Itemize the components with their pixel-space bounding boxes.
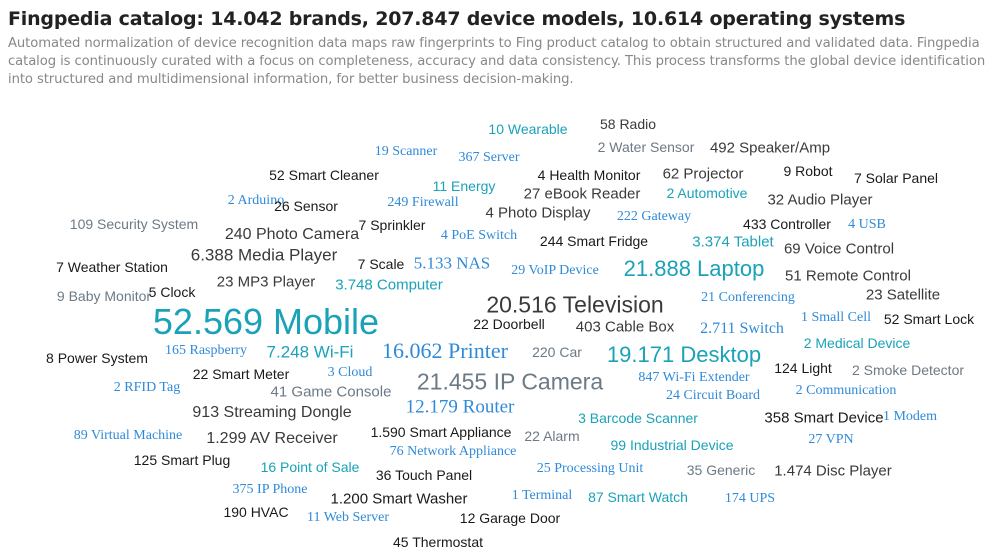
page-subtitle: Automated normalization of device recogn… <box>8 36 986 87</box>
word-2-arduino: 2 Arduino <box>227 193 285 208</box>
word-69-voice-control: 69 Voice Control <box>783 240 895 258</box>
word-4-photo-display: 4 Photo Display <box>485 204 591 222</box>
word-24-circuit-board: 24 Circuit Board <box>665 388 761 403</box>
word-3-barcode-scanner: 3 Barcode Scanner <box>578 410 698 426</box>
word-358-smart-device: 358 Smart Device <box>764 409 884 427</box>
word-403-cable-box: 403 Cable Box <box>575 318 675 336</box>
word-26-sensor: 26 Sensor <box>274 198 338 214</box>
word-492-speaker-amp: 492 Speaker/Amp <box>709 139 831 157</box>
word-89-virtual-machine: 89 Virtual Machine <box>73 428 183 443</box>
word-12-garage-door: 12 Garage Door <box>459 510 561 526</box>
word-433-controller: 433 Controller <box>743 216 831 232</box>
word-7-scale: 7 Scale <box>357 256 405 272</box>
word-10-wearable: 10 Wearable <box>488 121 568 137</box>
word-3-374-tablet: 3.374 Tablet <box>692 233 774 251</box>
word-27-vpn: 27 VPN <box>808 432 854 447</box>
word-174-ups: 174 UPS <box>724 491 776 506</box>
word-27-ebook-reader: 27 eBook Reader <box>523 185 641 203</box>
word-32-audio-player: 32 Audio Player <box>767 191 873 209</box>
word-22-alarm: 22 Alarm <box>524 428 580 444</box>
word-52-smart-lock: 52 Smart Lock <box>883 311 975 327</box>
word-7-248-wi-fi: 7.248 Wi-Fi <box>266 342 354 362</box>
word-3-748-computer: 3.748 Computer <box>335 276 443 294</box>
word-125-smart-plug: 125 Smart Plug <box>133 452 231 468</box>
word-124-light: 124 Light <box>774 360 832 376</box>
word-1-terminal: 1 Terminal <box>511 488 573 503</box>
word-8-power-system: 8 Power System <box>46 350 148 366</box>
word-76-network-appliance: 76 Network Appliance <box>389 444 517 459</box>
word-244-smart-fridge: 244 Smart Fridge <box>539 233 649 249</box>
word-21-888-laptop: 21.888 Laptop <box>623 256 765 281</box>
word-222-gateway: 222 Gateway <box>616 209 692 224</box>
word-9-baby-monitor: 9 Baby Monitor <box>56 288 152 304</box>
page-title: Fingpedia catalog: 14.042 brands, 207.84… <box>8 8 906 30</box>
word-22-doorbell: 22 Doorbell <box>473 316 545 332</box>
word-25-processing-unit: 25 Processing Unit <box>536 461 644 476</box>
word-913-streaming-dongle: 913 Streaming Dongle <box>192 404 352 421</box>
word-87-smart-watch: 87 Smart Watch <box>588 489 688 505</box>
word-1-modem: 1 Modem <box>882 409 938 424</box>
word-20-516-television: 20.516 Television <box>486 291 664 318</box>
word-4-poe-switch: 4 PoE Switch <box>440 228 518 243</box>
word-5-clock: 5 Clock <box>148 284 196 300</box>
word-7-solar-panel: 7 Solar Panel <box>853 170 939 186</box>
word-165-raspberry: 165 Raspberry <box>164 343 248 358</box>
word-12-179-router: 12.179 Router <box>405 396 515 418</box>
word-21-455-ip-camera: 21.455 IP Camera <box>416 368 604 395</box>
word-375-ip-phone: 375 IP Phone <box>232 482 308 497</box>
word-99-industrial-device: 99 Industrial Device <box>610 437 734 453</box>
word-1-590-smart-appliance: 1.590 Smart Appliance <box>370 424 512 440</box>
word-21-conferencing: 21 Conferencing <box>701 290 795 305</box>
word-1-299-av-receiver: 1.299 AV Receiver <box>206 430 338 447</box>
page-header: Fingpedia catalog: 14.042 brands, 207.84… <box>8 6 993 89</box>
word-35-generic: 35 Generic <box>686 462 756 478</box>
word-367-server: 367 Server <box>458 150 520 165</box>
word-249-firewall: 249 Firewall <box>387 195 459 210</box>
word-4-usb: 4 USB <box>848 217 886 232</box>
word-1-200-smart-washer: 1.200 Smart Washer <box>330 490 468 508</box>
word-36-touch-panel: 36 Touch Panel <box>375 467 473 483</box>
word-11-energy: 11 Energy <box>432 178 496 194</box>
word-4-health-monitor: 4 Health Monitor <box>537 167 641 183</box>
word-23-satellite: 23 Satellite <box>865 286 941 304</box>
word-2-automotive: 2 Automotive <box>666 185 748 201</box>
word-16-point-of-sale: 16 Point of Sale <box>260 459 360 475</box>
word-29-voip-device: 29 VoIP Device <box>511 263 599 278</box>
word-19-171-desktop: 19.171 Desktop <box>606 342 762 367</box>
word-52-smart-cleaner: 52 Smart Cleaner <box>269 167 379 183</box>
word-11-web-server: 11 Web Server <box>306 510 390 525</box>
word-5-133-nas: 5.133 NAS <box>413 253 491 273</box>
word-1-474-disc-player: 1.474 Disc Player <box>774 462 892 480</box>
word-190-hvac: 190 HVAC <box>223 504 289 520</box>
word-2-711-switch: 2.711 Switch <box>700 320 784 337</box>
word-52-569-mobile: 52.569 Mobile <box>152 301 380 342</box>
word-7-sprinkler: 7 Sprinkler <box>358 217 426 233</box>
word-58-radio: 58 Radio <box>599 116 657 132</box>
word-220-car: 220 Car <box>532 344 582 360</box>
word-6-388-media-player: 6.388 Media Player <box>190 245 338 265</box>
word-41-game-console: 41 Game Console <box>270 383 392 401</box>
word-22-smart-meter: 22 Smart Meter <box>192 366 290 382</box>
word-2-smoke-detector: 2 Smoke Detector <box>851 362 965 378</box>
word-847-wi-fi-extender: 847 Wi-Fi Extender <box>638 370 750 385</box>
word-109-security-system: 109 Security System <box>69 216 199 232</box>
word-16-062-printer: 16.062 Printer <box>382 338 508 363</box>
word-62-projector: 62 Projector <box>662 165 744 183</box>
word-19-scanner: 19 Scanner <box>374 144 438 159</box>
word-2-medical-device: 2 Medical Device <box>803 335 911 351</box>
word-3-cloud: 3 Cloud <box>327 365 373 380</box>
word-23-mp3-player: 23 MP3 Player <box>216 273 316 291</box>
word-1-small-cell: 1 Small Cell <box>801 310 871 325</box>
word-9-robot: 9 Robot <box>783 163 833 179</box>
word-2-water-sensor: 2 Water Sensor <box>597 139 695 155</box>
word-240-photo-camera: 240 Photo Camera <box>224 226 360 243</box>
word-2-communication: 2 Communication <box>795 383 897 398</box>
word-51-remote-control: 51 Remote Control <box>785 267 911 285</box>
word-7-weather-station: 7 Weather Station <box>56 259 168 275</box>
word-2-rfid-tag: 2 RFID Tag <box>113 380 181 395</box>
word-45-thermostat: 45 Thermostat <box>392 534 484 550</box>
